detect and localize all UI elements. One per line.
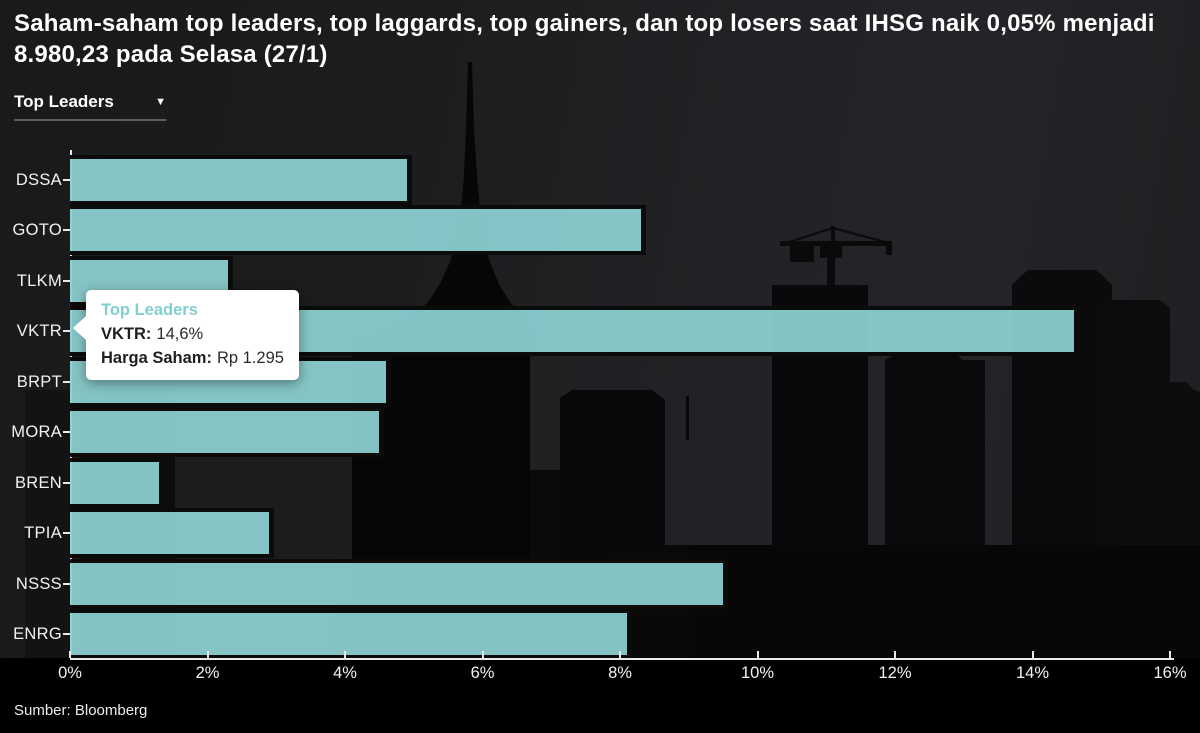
y-axis-label-bren: BREN	[14, 473, 62, 492]
y-axis-tick	[63, 330, 70, 333]
chart-area: DSSA GOTO TLKM VKTR BRPT MORA BREN TPIA NSSS ENRG…	[0, 150, 1200, 690]
bar-bren[interactable]	[70, 457, 165, 508]
x-axis-tick	[756, 651, 759, 658]
bar-mora[interactable]	[70, 407, 385, 458]
x-axis-tick	[344, 651, 346, 658]
y-axis-label-tlkm: TLKM	[16, 271, 62, 290]
y-axis-label-vktr: VKTR	[16, 322, 62, 341]
y-axis-label-dssa: DSSA	[15, 171, 62, 189]
y-axis-tick	[63, 532, 70, 535]
y-axis-tick	[63, 481, 70, 484]
bar-dssa[interactable]	[70, 155, 412, 205]
x-axis-tick	[894, 651, 896, 658]
x-axis-label-14: 14%	[1015, 664, 1050, 682]
y-axis-tick	[63, 179, 70, 181]
y-axis-label-goto: GOTO	[12, 221, 62, 240]
construction-crane-silhouette	[780, 226, 892, 309]
y-axis-tick	[63, 633, 70, 636]
x-axis-label-10: 10%	[740, 664, 775, 682]
y-axis-label-tpia: TPIA	[24, 524, 62, 543]
y-axis-tick	[63, 431, 70, 434]
chevron-down-icon: ▼	[155, 96, 166, 108]
y-axis-tick	[63, 229, 70, 232]
x-axis-tick	[206, 651, 209, 658]
x-axis-label-2: 2%	[195, 664, 220, 682]
y-axis-tick	[63, 380, 70, 383]
x-axis-label-6: 6%	[470, 664, 495, 682]
y-axis-tick	[63, 582, 70, 585]
bar-goto[interactable]	[70, 205, 646, 256]
source-note: Sumber: Bloomberg	[14, 702, 148, 719]
x-axis-tick	[481, 651, 484, 658]
tooltip-price-line: Harga Saham: Rp 1.295	[101, 349, 284, 367]
y-axis-label-nsss: NSSS	[15, 574, 62, 593]
series-dropdown[interactable]: Top Leaders ▼	[14, 92, 166, 121]
series-dropdown-label: Top Leaders	[14, 92, 114, 111]
x-axis-label-0: 0%	[58, 664, 82, 682]
x-axis-tick	[1169, 651, 1171, 658]
x-axis-label-16: 16%	[1153, 664, 1187, 682]
y-axis-label-mora: MORA	[11, 423, 62, 442]
y-axis-tick	[63, 279, 70, 282]
page-title: Saham-saham top leaders, top laggards, t…	[14, 10, 1155, 68]
chart-tooltip: Top Leaders VKTR: 14,6% Harga Saham: Rp 1.…	[73, 290, 299, 380]
bar-tpia[interactable]	[70, 508, 275, 559]
x-axis-label-12: 12%	[878, 664, 912, 682]
tooltip-series-label: Top Leaders	[101, 301, 198, 319]
bar-nsss[interactable]	[70, 558, 729, 609]
x-axis-line	[70, 658, 1174, 660]
bar-enrg[interactable]	[70, 609, 632, 660]
y-axis-label-brpt: BRPT	[16, 372, 62, 391]
x-axis-label-4: 4%	[333, 664, 357, 682]
y-axis-label-enrg: ENRG	[13, 625, 62, 644]
x-axis-tick	[619, 651, 621, 658]
x-axis-tick	[69, 651, 71, 658]
x-axis-label-8: 8%	[608, 664, 632, 682]
x-axis-tick	[1031, 651, 1034, 658]
tooltip-value-line: VKTR: 14,6%	[101, 325, 204, 343]
